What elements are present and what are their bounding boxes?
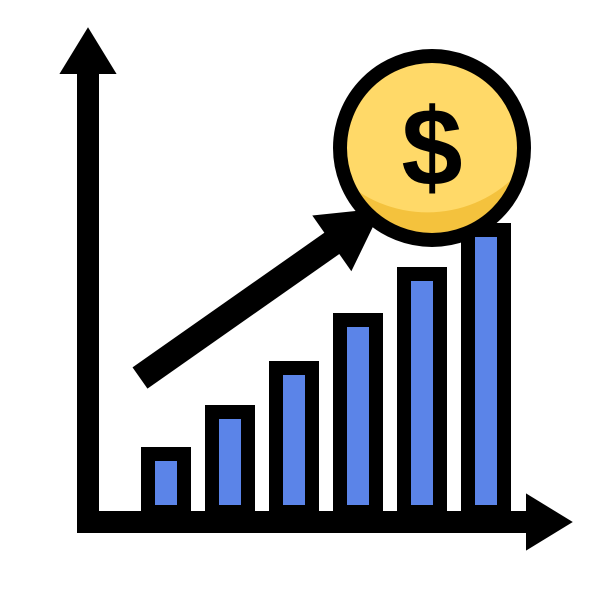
dollar-sign: $ [401,87,462,210]
y-axis-arrowhead [59,27,116,74]
bar-5 [404,274,440,512]
bar-6 [468,230,504,512]
bar-3 [276,368,312,512]
x-axis-arrowhead [526,493,573,550]
growth-chart-icon: { "canvas": { "width": 600, "height": 60… [0,0,600,600]
bar-2 [212,412,248,512]
bar-1 [148,454,184,512]
dollar-coin: $ [303,0,551,240]
bar-4 [340,320,376,512]
bars-group [148,230,504,512]
trend-line [140,236,343,378]
